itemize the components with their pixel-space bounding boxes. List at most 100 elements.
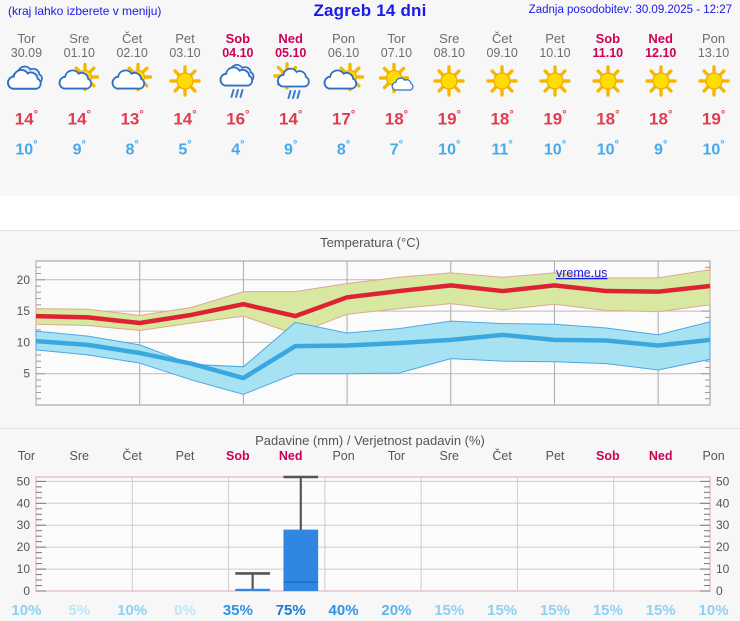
sunny-icon	[529, 60, 582, 102]
day-temp-max: 19°	[437, 109, 461, 129]
day-temp-min: 10°	[596, 138, 619, 158]
day-date: 07.10	[380, 46, 413, 60]
menu-hint-text: (kraj lahko izberete v meniju)	[8, 4, 162, 18]
day-temp-max: 18°	[649, 109, 673, 129]
day-date: 30.09	[10, 46, 43, 60]
precip-probability: 10%	[11, 602, 42, 619]
precip-probability: 20%	[381, 602, 412, 619]
svg-text:10: 10	[17, 562, 31, 576]
day-column-11.10: Sob 11.10 18° 10°	[581, 26, 634, 162]
page-title: Zagreb 14 dni	[313, 1, 427, 20]
temperature-plot: 5 10 15 20 vreme.us	[17, 260, 711, 406]
precipitation-chart-title: Padavine (mm) / Verjetnost padavin (%)	[255, 433, 485, 448]
precip-day-label: Sob	[596, 449, 620, 463]
day-temp-min: 7°	[389, 138, 404, 158]
svg-text:30: 30	[17, 518, 31, 532]
day-name: Sob	[595, 31, 621, 46]
day-name: Tor	[387, 31, 406, 46]
precip-day-label: Sre	[439, 449, 459, 463]
temperature-chart-title: Temperatura (°C)	[320, 235, 420, 250]
svg-text:10: 10	[716, 562, 730, 576]
partly-sunny-icon	[53, 60, 106, 102]
sunny-icon	[581, 60, 634, 102]
day-temp-max: 13°	[120, 109, 144, 129]
day-temp-min: 8°	[336, 138, 351, 158]
precip-day-label: Tor	[387, 449, 406, 463]
sunny-icon	[476, 60, 529, 102]
sunny-icon	[634, 60, 687, 102]
divider-2	[0, 428, 740, 429]
day-date: 06.10	[327, 46, 360, 60]
svg-text:10: 10	[17, 335, 31, 349]
day-name: Pet	[545, 31, 565, 46]
day-column-08.10: Sre 08.10 19° 10°	[423, 26, 476, 162]
day-temp-max: 16°	[226, 109, 250, 129]
day-name: Pon	[332, 31, 356, 46]
partly-sunny-icon	[106, 60, 159, 102]
day-temp-max: 14°	[14, 109, 39, 129]
precip-probability: 10%	[117, 602, 148, 619]
precip-day-label: Pet	[175, 449, 195, 463]
precip-day-label: Čet	[122, 449, 142, 463]
day-name: Pon	[702, 31, 726, 46]
day-temp-min: 10°	[438, 138, 461, 158]
day-date: 11.10	[592, 46, 624, 60]
day-name: Sob	[225, 31, 251, 46]
partly-sunny-icon	[317, 60, 370, 102]
day-column-07.10: Tor 07.10 18° 7°	[370, 26, 423, 162]
sun-rain-icon	[264, 60, 317, 102]
day-column-01.10: Sre 01.10 14° 9°	[53, 26, 106, 162]
day-temp-max: 18°	[384, 109, 409, 129]
precip-probability-row: 10% 5% 10% 0% 35% 75% 40% 20% 15% 15% 15% 15% 15% 10%	[0, 602, 740, 619]
day-temp-max: 19°	[543, 109, 567, 129]
day-name: Tor	[17, 31, 36, 46]
svg-text:15: 15	[17, 304, 31, 318]
day-column-12.10: Ned 12.10 18° 9°	[634, 26, 687, 162]
day-date: 03.10	[169, 46, 201, 60]
precipitation-plot: 0 0 10 10 20 20 30 30 40 40 50 50	[17, 474, 730, 598]
precip-probability: 40%	[328, 602, 359, 619]
svg-text:0: 0	[23, 584, 30, 598]
sunny-icon	[423, 60, 476, 102]
precip-day-label: Pet	[545, 449, 565, 463]
day-column-04.10: Sob 04.10 16° 4°	[211, 26, 264, 162]
temperature-chart: Temperatura (°C) 5 10 15 20 vreme.us	[0, 231, 740, 428]
svg-text:30: 30	[716, 518, 730, 532]
precip-probability: 10%	[698, 602, 729, 619]
sunny-icon	[687, 60, 740, 102]
day-date: 13.10	[697, 46, 730, 60]
precip-probability: 15%	[592, 602, 623, 619]
day-temp-max: 14°	[67, 109, 91, 129]
header-bar: (kraj lahko izberete v meniju) Zagreb 14…	[0, 0, 740, 26]
day-date: 09.10	[486, 46, 518, 60]
day-temp-max: 14°	[279, 109, 303, 129]
day-temp-min: 9°	[284, 138, 298, 158]
day-name: Sre	[439, 31, 460, 46]
day-name: Ned	[278, 31, 303, 46]
day-temp-max: 19°	[701, 109, 726, 129]
precip-day-labels: Tor Sre Čet Pet Sob Ned Pon Tor Sre Čet Pet Sob Ned P…	[0, 449, 740, 463]
day-date: 10.10	[539, 46, 571, 60]
day-temp-min: 8°	[125, 138, 139, 158]
day-temp-min: 5°	[178, 138, 192, 158]
precip-probability: 15%	[645, 602, 676, 619]
precip-probability: 35%	[222, 602, 253, 619]
precip-day-label: Čet	[492, 449, 512, 463]
svg-text:40: 40	[716, 496, 730, 510]
day-date: 08.10	[433, 46, 465, 60]
svg-text:50: 50	[716, 474, 730, 488]
cloudy-icon	[0, 60, 53, 102]
precip-day-label: Sre	[69, 449, 89, 463]
precip-probability: 5%	[68, 602, 91, 619]
day-temp-min: 10°	[15, 138, 38, 158]
svg-text:40: 40	[17, 496, 31, 510]
svg-text:20: 20	[716, 540, 730, 554]
day-name: Čet	[492, 31, 513, 46]
precip-probability: 75%	[275, 602, 306, 619]
day-name: Čet	[122, 31, 143, 46]
day-name: Ned	[648, 31, 673, 46]
svg-text:20: 20	[17, 540, 31, 554]
precip-day-label: Ned	[278, 449, 303, 463]
precip-day-label: Sob	[226, 449, 250, 463]
divider	[0, 230, 740, 231]
